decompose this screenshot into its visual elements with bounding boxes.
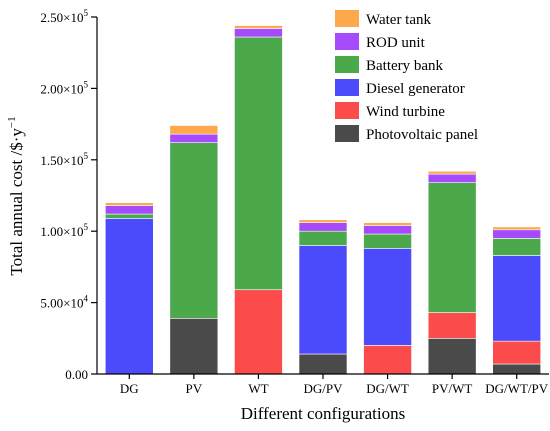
- bar-segment: [169, 125, 219, 135]
- bar-segment: [492, 226, 542, 231]
- bar-segment: [363, 248, 412, 346]
- bar-segment: [492, 255, 542, 342]
- legend-swatch: [335, 10, 359, 27]
- y-axis-title-text: Total annual cost /$·y: [7, 128, 26, 276]
- legend-label: Battery bank: [366, 58, 444, 74]
- legend-label: Water tank: [366, 12, 432, 28]
- bar-segment: [427, 182, 477, 313]
- bar-segment: [363, 225, 412, 235]
- y-tick-label: 0.00: [65, 367, 88, 382]
- legend: Water tank ROD unit Battery bank Diesel gen…: [335, 10, 478, 143]
- bar-segment: [298, 245, 348, 355]
- bar-segment: [427, 170, 477, 175]
- y-tick-exponent: 5: [84, 79, 89, 89]
- legend-label: Photovoltaic panel: [366, 127, 478, 143]
- y-tick-mantissa: 1.00×10: [40, 224, 83, 239]
- y-tick-label: 5.00×104: [40, 294, 88, 311]
- bar-segment: [104, 205, 154, 215]
- bar-segment: [363, 222, 412, 226]
- bar-segment: [169, 142, 219, 319]
- x-tick-label: DG/WT: [366, 381, 409, 396]
- legend-label: Diesel generator: [366, 81, 465, 97]
- y-tick-label: 1.50×105: [40, 151, 88, 168]
- bar-segment: [427, 337, 477, 375]
- legend-swatch: [335, 56, 359, 73]
- bar-segment: [234, 25, 283, 29]
- x-tick-label: DG/WT/PV: [485, 381, 548, 396]
- bar-segment: [492, 363, 542, 375]
- y-tick-mantissa: 2.50×10: [40, 10, 83, 25]
- bar-segment: [427, 173, 477, 183]
- x-tick-label: PV/WT: [432, 381, 473, 396]
- bar-segment: [298, 353, 348, 375]
- bar-segment: [427, 312, 477, 339]
- bar-segment: [234, 28, 283, 38]
- bar-segment: [104, 213, 154, 219]
- legend-swatch: [335, 79, 359, 96]
- bar-segment: [104, 218, 154, 375]
- y-tick-mantissa: 2.00×10: [40, 81, 83, 96]
- x-tick-label: DG: [120, 381, 139, 396]
- y-tick-label: 2.50×105: [40, 8, 88, 25]
- x-tick-label: WT: [248, 381, 268, 396]
- bar-segment: [234, 289, 283, 375]
- legend-label: ROD unit: [366, 35, 426, 51]
- bar-segment: [363, 345, 412, 375]
- bar-segment: [492, 238, 542, 256]
- y-tick-exponent: 4: [84, 294, 89, 304]
- bar-segment: [234, 36, 283, 291]
- y-axis-title: Total annual cost /$·y−1: [6, 116, 26, 275]
- y-tick-label: 2.00×105: [40, 79, 88, 96]
- x-axis-title: Different configurations: [241, 404, 405, 423]
- bar-layer: [104, 25, 542, 375]
- y-tick-exponent: 5: [84, 151, 89, 161]
- bar-segment: [169, 318, 219, 375]
- y-tick-mantissa: 1.50×10: [40, 153, 83, 168]
- bar-segment: [298, 230, 348, 246]
- y-tick-label: 1.00×105: [40, 222, 88, 239]
- legend-swatch: [335, 125, 359, 142]
- y-axis-title-exponent: −1: [6, 116, 18, 128]
- bar-segment: [169, 133, 219, 143]
- y-tick-exponent: 5: [84, 8, 89, 18]
- x-tick-label: PV: [186, 381, 203, 396]
- bar-segment: [363, 233, 412, 249]
- y-ticks: 0.005.00×1041.00×1051.50×1052.00×1052.50…: [40, 8, 97, 382]
- y-tick-mantissa: 5.00×10: [40, 296, 83, 311]
- bar-segment: [104, 202, 154, 206]
- legend-swatch: [335, 33, 359, 50]
- bar-segment: [492, 229, 542, 239]
- bar-segment: [298, 219, 348, 223]
- y-tick-exponent: 5: [84, 222, 89, 232]
- x-tick-label: DG/PV: [303, 381, 343, 396]
- legend-label: Wind turbine: [366, 104, 445, 120]
- legend-swatch: [335, 102, 359, 119]
- bar-segment: [492, 340, 542, 365]
- bar-segment: [298, 222, 348, 232]
- x-ticks: DG PV WT DG/PV DG/WT PV/WT DG/WT/PV: [120, 374, 549, 396]
- y-tick-mantissa: 0.00: [65, 367, 88, 382]
